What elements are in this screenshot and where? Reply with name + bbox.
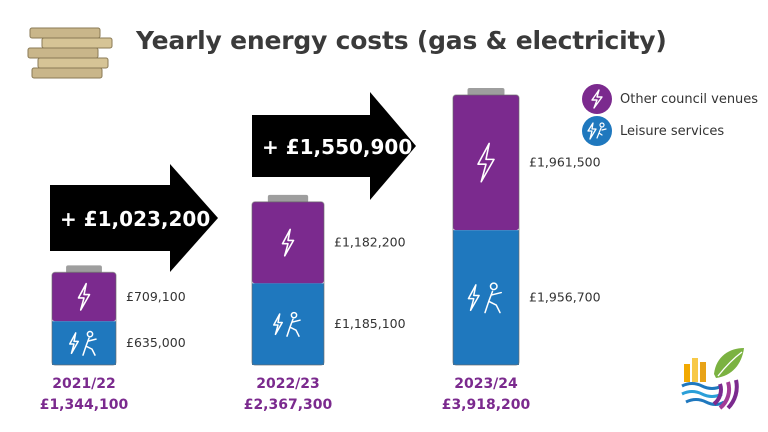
council-logo: [681, 348, 744, 410]
increase-arrow: [50, 164, 218, 272]
total-label: £2,367,300: [244, 397, 333, 413]
data-label-other-council-venues: £1,182,200: [334, 235, 406, 250]
legend-item-other-council-venues: Other council venues: [582, 84, 758, 114]
lightning-icon: [69, 332, 79, 355]
legend-label: Other council venues: [620, 91, 759, 107]
coin-stack-icon: [27, 27, 113, 79]
data-label-leisure-services: £1,956,700: [529, 290, 601, 305]
data-label-leisure-services: £1,185,100: [334, 316, 406, 331]
chart-title: Yearly energy costs (gas & electricity): [136, 26, 667, 55]
lightning-icon: [77, 282, 91, 311]
category-label: 2021/22: [52, 376, 116, 392]
battery-cap: [66, 265, 102, 274]
person-figure-icon: [82, 337, 97, 356]
bar-segment-leisure-services: [453, 230, 519, 365]
person-figure-icon: [484, 290, 502, 314]
data-label-other-council-venues: £1,961,500: [529, 155, 601, 170]
increase-arrow: [252, 92, 416, 200]
battery-outline: [452, 94, 520, 366]
bar-segment-other-council-venues: [453, 95, 519, 231]
total-label: £3,918,200: [442, 397, 531, 413]
legend-label: Leisure services: [620, 123, 725, 139]
increase-label: + £1,023,200: [60, 207, 210, 231]
person-head-icon: [489, 282, 498, 291]
lightning-icon: [477, 142, 495, 183]
data-label-leisure-services: £635,000: [126, 335, 186, 350]
category-label: 2022/23: [256, 376, 320, 392]
total-label: £1,344,100: [40, 397, 129, 413]
lightning-icon: [467, 284, 480, 312]
person-figure-icon: [286, 318, 301, 337]
person-head-icon: [290, 311, 298, 319]
bar-segment-other-council-venues: [52, 272, 116, 322]
lightning-person-icon: [582, 116, 612, 146]
person-head-icon: [86, 330, 94, 338]
battery-outline: [51, 271, 117, 366]
battery-cap: [267, 194, 309, 203]
legend-item-leisure-services: Leisure services: [582, 116, 724, 146]
increase-label: + £1,550,900: [262, 135, 412, 159]
category-label: 2023/24: [454, 376, 518, 392]
data-label-other-council-venues: £709,100: [126, 289, 186, 304]
battery-outline: [251, 201, 325, 366]
lightning-icon: [582, 84, 612, 114]
bar-segment-leisure-services: [52, 321, 116, 365]
lightning-icon: [281, 228, 295, 257]
lightning-icon: [273, 313, 283, 336]
battery-cap: [467, 88, 505, 96]
bar-segment-other-council-venues: [252, 201, 324, 284]
bar-segment-leisure-services: [252, 283, 324, 365]
